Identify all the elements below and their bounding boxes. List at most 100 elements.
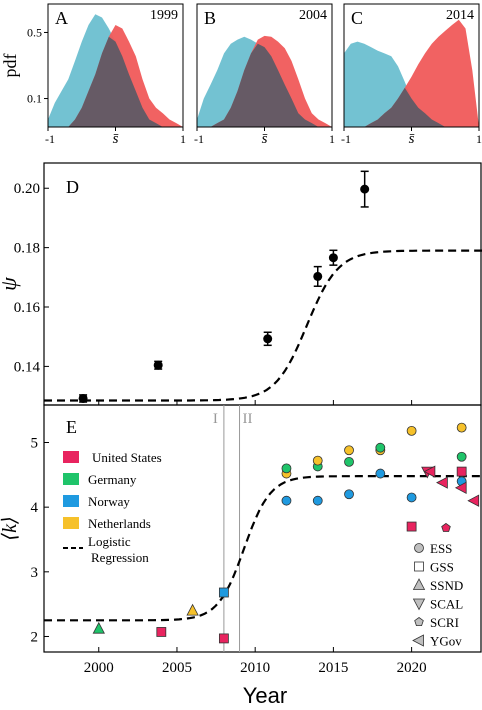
logistic-fit-line xyxy=(44,249,482,402)
legend-entry: Germany xyxy=(63,472,137,487)
x-tick-label: 2000 xyxy=(84,660,114,676)
x-tick-label: 2015 xyxy=(318,660,348,676)
legend-swatch xyxy=(63,451,79,463)
legend-label: SCAL xyxy=(430,597,463,612)
legend-label: Regression xyxy=(91,550,149,565)
y-axis-label: ψ xyxy=(0,277,21,291)
data-marker-circle xyxy=(375,468,386,479)
x-axis-label: Year xyxy=(243,683,287,708)
data-marker-circle xyxy=(375,442,386,453)
y-axis-label: ⟨k⟩ xyxy=(0,516,21,540)
legend-swatch xyxy=(63,473,79,485)
pdf-overlap-area xyxy=(344,87,479,127)
legend-marker-square xyxy=(414,561,424,572)
legend-label: ESS xyxy=(430,541,452,556)
data-marker-circle xyxy=(456,422,467,433)
logistic-fit-line xyxy=(44,475,482,622)
legend-marker-triangle-down xyxy=(412,598,426,611)
data-marker-square xyxy=(456,466,467,477)
legend-marker-entry: SSND xyxy=(412,578,463,593)
panel-letter: C xyxy=(351,8,363,28)
panel-d: D 0.14 0.16 0.18 0.20 ψ xyxy=(0,162,482,406)
panel-letter: D xyxy=(66,177,79,197)
data-point xyxy=(360,170,370,208)
y-tick-label: 2 xyxy=(31,629,39,645)
y-tick-label: 0.20 xyxy=(14,181,40,197)
x-tick-label: 2020 xyxy=(397,660,427,676)
panel-frame xyxy=(43,404,482,653)
x-tick-label: -1 xyxy=(194,132,204,146)
legend-marker-triangle-left xyxy=(412,634,424,647)
data-marker-circle xyxy=(456,451,467,462)
data-marker xyxy=(313,271,323,281)
panel-frame xyxy=(43,162,482,406)
pdf-series-red-area xyxy=(344,19,479,127)
panel-letter: B xyxy=(204,8,216,28)
pdf-series-blue-area xyxy=(344,41,479,127)
x-tick-label: -1 xyxy=(45,132,55,146)
data-marker xyxy=(263,334,273,344)
pdf-overlap-area xyxy=(48,36,183,127)
legend-label: Logistic xyxy=(88,534,131,549)
legend-marker-pentagon xyxy=(414,617,424,626)
data-marker-square xyxy=(156,627,167,637)
legend-marker-entry: SCRI xyxy=(414,615,459,630)
y-tick-label: 4 xyxy=(31,500,39,516)
data-marker-pentagon xyxy=(441,522,451,532)
data-marker xyxy=(328,253,338,263)
legend-marker-circle xyxy=(414,543,424,553)
x-tick-label: s̄ xyxy=(409,131,415,147)
legend-marker-triangle-up xyxy=(412,578,426,590)
data-marker-square xyxy=(406,521,417,532)
legend-marker-entry: YGov xyxy=(412,634,462,649)
data-marker-triangle-left xyxy=(423,465,436,478)
x-tick-label: 1 xyxy=(329,132,335,146)
y-tick-label: 0.16 xyxy=(14,300,41,316)
data-marker-triangle-left xyxy=(454,481,467,494)
data-marker-triangle-up xyxy=(92,621,105,634)
data-marker-circle xyxy=(312,455,323,466)
legend-marker-entry: GSS xyxy=(414,560,454,575)
data-point xyxy=(78,393,88,403)
legend-swatch xyxy=(63,495,79,507)
panel-year-label: 2004 xyxy=(299,8,327,23)
data-marker-square xyxy=(218,633,229,644)
y-axis-label: pdf xyxy=(0,54,20,78)
panel-year-label: 1999 xyxy=(150,8,178,23)
data-point xyxy=(263,331,273,347)
data-point xyxy=(313,265,323,287)
pdf-panels: -1 s̄ 1 A 1999 0.5 0.1 pdf -1 s̄ 1 B 2004 -1 s̄ 1 C 2014 xyxy=(0,3,482,147)
event-label: I xyxy=(213,411,218,427)
data-marker-circle xyxy=(406,425,417,436)
data-marker-circle xyxy=(344,457,354,467)
y-tick-label: 5 xyxy=(31,436,39,452)
x-tick-label: 2005 xyxy=(162,660,192,676)
legend-label: SCRI xyxy=(430,615,459,630)
panel-c: -1 s̄ 1 C 2014 xyxy=(341,3,482,147)
legend-label: GSS xyxy=(430,560,454,575)
legend-label: YGov xyxy=(430,634,462,649)
panel-a: -1 s̄ 1 A 1999 0.5 0.1 pdf xyxy=(0,3,186,147)
data-marker-circle xyxy=(344,489,354,500)
data-marker-circle xyxy=(406,492,417,503)
x-tick-label: -1 xyxy=(341,132,351,146)
event-label: II xyxy=(243,411,253,427)
data-marker-circle xyxy=(281,495,292,506)
data-marker-circle xyxy=(281,463,292,474)
data-marker xyxy=(153,360,163,370)
y-tick-label: 0.5 xyxy=(27,25,42,39)
legend-marker-entry: ESS xyxy=(414,541,452,556)
x-tick-label: s̄ xyxy=(113,131,119,147)
data-point xyxy=(153,360,163,370)
y-tick-label: 0.18 xyxy=(14,241,40,257)
data-marker-triangle-up xyxy=(186,603,199,616)
legend-label: Netherlands xyxy=(88,516,151,531)
x-tick-label: s̄ xyxy=(262,131,268,147)
data-marker-circle xyxy=(312,495,323,506)
data-marker-triangle-left xyxy=(467,494,480,507)
legend-label: Germany xyxy=(88,472,137,487)
data-marker-square xyxy=(218,587,229,598)
